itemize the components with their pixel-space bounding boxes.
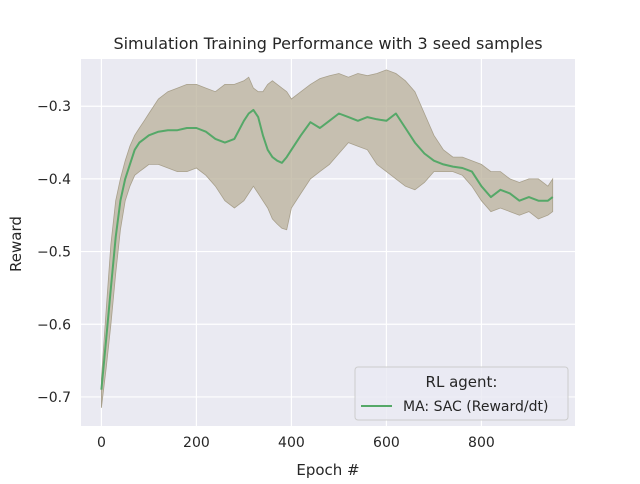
y-axis-label: Reward bbox=[7, 216, 25, 272]
confidence-bands bbox=[101, 69, 554, 408]
legend-box bbox=[354, 366, 569, 421]
y-axis-ticks: −0.7 −0.6 −0.5 −0.4 −0.3 bbox=[37, 99, 71, 406]
legend-title: RL agent: bbox=[426, 373, 498, 391]
confidence-band bbox=[101, 69, 554, 408]
legend: RL agent: MA: SAC (Reward/dt) bbox=[354, 366, 569, 421]
y-tick-label: −0.7 bbox=[37, 390, 71, 406]
series-lines bbox=[100, 108, 554, 390]
legend-entry-label: MA: SAC (Reward/dt) bbox=[403, 399, 548, 415]
x-tick-label: 0 bbox=[97, 435, 106, 451]
x-tick-label: 600 bbox=[373, 435, 400, 451]
x-tick-label: 400 bbox=[278, 435, 305, 451]
y-tick-label: −0.5 bbox=[37, 245, 71, 261]
y-tick-label: −0.3 bbox=[37, 99, 71, 115]
y-tick-label: −0.6 bbox=[37, 317, 71, 333]
x-axis-label: Epoch # bbox=[296, 461, 359, 479]
x-axis-ticks: 0 200 400 600 800 bbox=[97, 435, 495, 451]
chart-title: Simulation Training Performance with 3 s… bbox=[113, 34, 542, 53]
x-tick-label: 200 bbox=[183, 435, 210, 451]
series-line bbox=[100, 108, 554, 390]
x-tick-label: 800 bbox=[468, 435, 495, 451]
y-tick-label: −0.4 bbox=[37, 172, 71, 188]
